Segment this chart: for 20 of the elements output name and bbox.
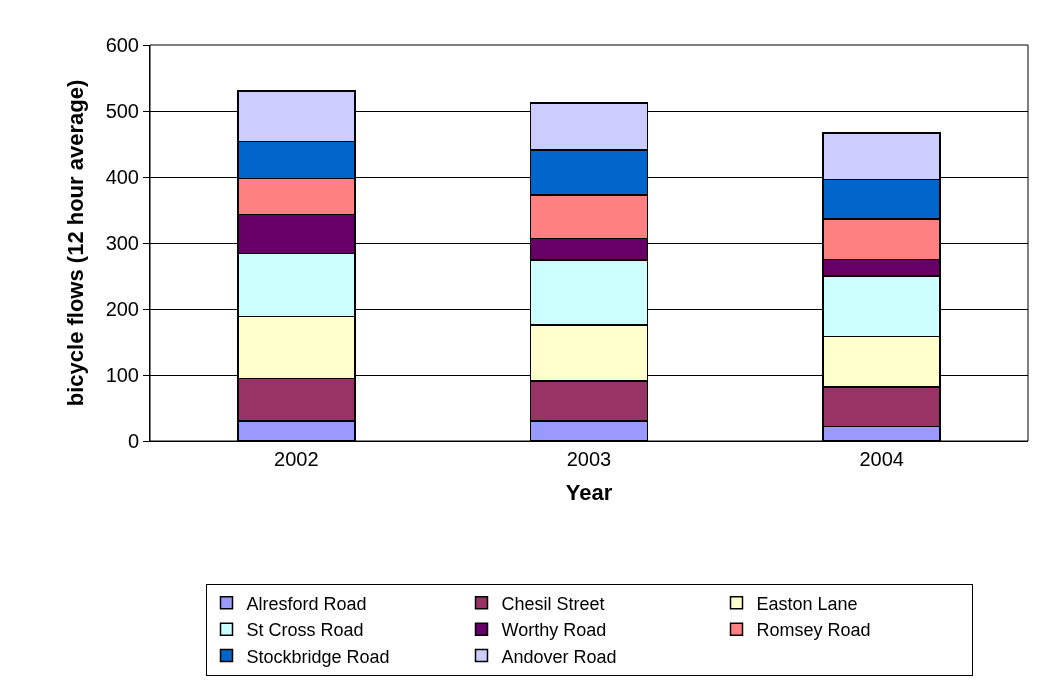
legend-label: Romsey Road <box>756 620 871 641</box>
legend-label: Stockbridge Road <box>246 646 390 667</box>
x-tick-label: 2002 <box>274 448 319 470</box>
legend-label: Alresford Road <box>246 593 367 614</box>
y-tick-label: 600 <box>105 34 139 56</box>
y-tick-label: 0 <box>127 430 139 452</box>
legend-label: St Cross Road <box>246 620 364 641</box>
y-axis-title: bicycle flows (12 hour average) <box>63 79 89 407</box>
legend-label: Worthy Road <box>501 620 607 641</box>
y-tick-label: 300 <box>105 232 139 254</box>
x-axis-title: Year <box>565 479 613 505</box>
y-tick-label: 500 <box>105 100 139 122</box>
y-tick-label: 200 <box>105 298 139 320</box>
legend-label: Easton Lane <box>756 593 858 614</box>
legend-label: Chesil Street <box>501 593 605 614</box>
y-tick-label: 400 <box>105 166 139 188</box>
x-tick-label: 2004 <box>859 448 904 470</box>
x-tick-label: 2003 <box>566 448 612 470</box>
legend-label: Andover Road <box>501 646 617 667</box>
y-tick-label: 100 <box>105 364 139 386</box>
